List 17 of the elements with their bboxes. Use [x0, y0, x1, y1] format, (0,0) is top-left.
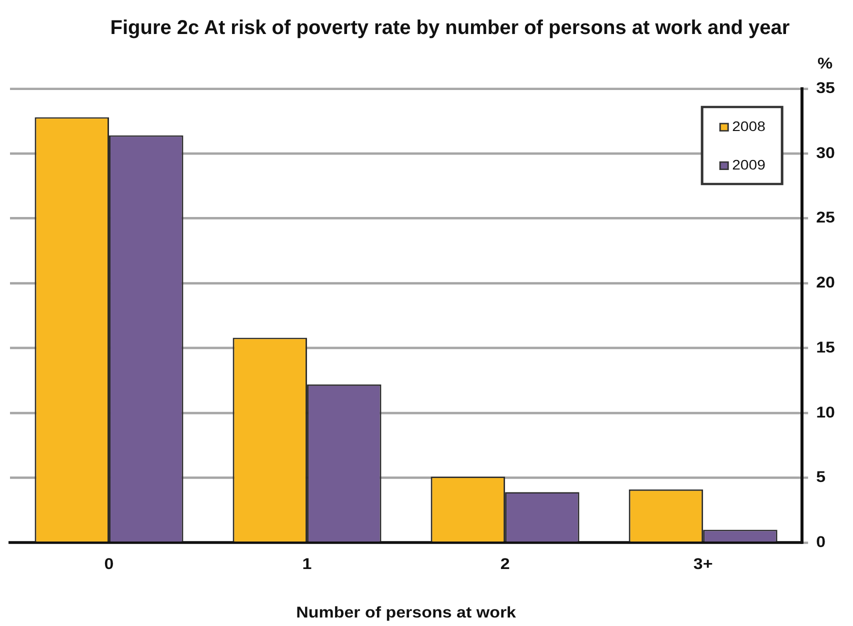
legend-label: 2009: [732, 158, 766, 174]
y-tick-label: 5: [816, 468, 826, 486]
y-axis-title: %: [817, 55, 834, 72]
chart-title: Figure 2c At risk of poverty rate by number of persons at work and year: [110, 16, 790, 40]
y-tick-label: 0: [816, 534, 826, 551]
x-tick-label: 0: [104, 556, 114, 574]
y-tick-label: 20: [816, 274, 835, 292]
x-tick-label: 3+: [693, 556, 713, 574]
y-tick-label: 30: [816, 144, 835, 162]
y-tick-label: 35: [816, 80, 835, 97]
x-tick-label: 1: [302, 556, 312, 574]
x-axis-title: Number of persons at work: [296, 604, 517, 622]
y-tick-label: 25: [816, 209, 835, 227]
y-tick-label: 10: [816, 404, 835, 422]
y-tick-label: 15: [816, 339, 835, 356]
legend-label: 2008: [732, 120, 766, 135]
x-tick-label: 2: [500, 556, 510, 574]
